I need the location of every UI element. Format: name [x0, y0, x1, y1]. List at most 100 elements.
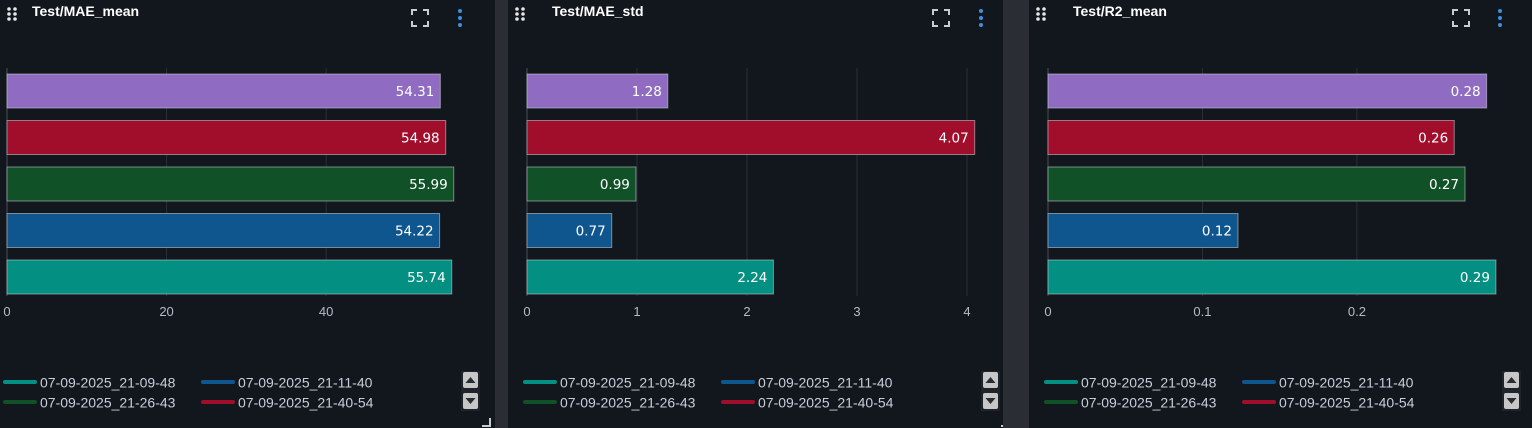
- bar: [1047, 73, 1488, 109]
- legend-label: 07-09-2025_21-40-54: [1279, 394, 1415, 411]
- legend-label: 07-09-2025_21-40-54: [238, 394, 374, 411]
- bar-value-label: 55.74: [407, 270, 446, 286]
- legend-swatch: [1242, 380, 1276, 385]
- legend-label: 07-09-2025_21-26-43: [40, 394, 176, 411]
- bar-chart: 0 0.1 0.2 0.28 0.26 0.27 0.12 0.29: [1044, 68, 1497, 319]
- legend-item[interactable]: 07-09-2025_21-09-48: [3, 372, 175, 390]
- legend-item[interactable]: 07-09-2025_21-11-40: [1242, 372, 1413, 390]
- x-tick-label: 0: [3, 304, 10, 319]
- legend-label: 07-09-2025_21-26-43: [1081, 394, 1217, 411]
- panel-title: Test/MAE_mean: [32, 3, 140, 19]
- scroll-down-icon: [465, 398, 476, 404]
- scroll-up-button[interactable]: [983, 372, 998, 388]
- scroll-up-icon: [985, 377, 996, 383]
- more-vert-icon[interactable]: [455, 8, 465, 28]
- legend-item[interactable]: 07-09-2025_21-26-43: [523, 392, 695, 410]
- scroll-down-button[interactable]: [1504, 393, 1519, 409]
- bar-value-label: 54.22: [395, 224, 434, 240]
- bar-value-label: 54.98: [401, 131, 440, 147]
- scroll-up-icon: [1506, 377, 1517, 383]
- drag-handle-icon[interactable]: [6, 6, 18, 22]
- legend-swatch: [201, 380, 235, 385]
- legend-swatch: [201, 400, 235, 405]
- bar: [526, 166, 637, 202]
- scroll-up-button[interactable]: [463, 372, 478, 388]
- resize-handle-icon[interactable]: [481, 417, 491, 427]
- legend-item[interactable]: 07-09-2025_21-40-54: [1242, 392, 1414, 410]
- bar: [6, 166, 455, 202]
- x-tick-label: 2: [743, 304, 750, 319]
- legend-item[interactable]: 07-09-2025_21-40-54: [721, 392, 893, 410]
- legend-item[interactable]: 07-09-2025_21-26-43: [3, 392, 175, 410]
- legend-item[interactable]: 07-09-2025_21-26-43: [1044, 392, 1216, 410]
- legend-label: 07-09-2025_21-11-40: [1279, 374, 1414, 391]
- legend-label: 07-09-2025_21-09-48: [1081, 374, 1217, 391]
- legend-swatch: [3, 400, 37, 405]
- legend-item[interactable]: 07-09-2025_21-40-54: [201, 392, 373, 410]
- x-tick-label: 0.2: [1348, 304, 1366, 319]
- x-tick-label: 0.1: [1193, 304, 1211, 319]
- drag-handle-icon[interactable]: [514, 6, 526, 22]
- x-tick-label: 4: [963, 304, 970, 319]
- bar-value-label: 0.28: [1451, 84, 1481, 100]
- legend-scroll: [981, 371, 1000, 411]
- expand-icon[interactable]: [410, 8, 430, 28]
- legend-label: 07-09-2025_21-11-40: [758, 374, 893, 391]
- legend-swatch: [523, 380, 557, 385]
- bar: [1047, 166, 1466, 202]
- legend-scroll: [461, 371, 480, 411]
- bar-value-label: 0.77: [576, 224, 606, 240]
- legend-item[interactable]: 07-09-2025_21-09-48: [1044, 372, 1216, 390]
- legend-item[interactable]: 07-09-2025_21-09-48: [523, 372, 695, 390]
- bar-chart: 0 20 40 54.31 54.98 55.99 54.22 55.74: [3, 68, 455, 319]
- legend-swatch: [721, 400, 755, 405]
- legend-item[interactable]: 07-09-2025_21-11-40: [201, 372, 372, 390]
- x-tick-label: 0: [523, 304, 530, 319]
- bar-value-label: 54.31: [396, 84, 435, 100]
- scroll-up-button[interactable]: [1504, 372, 1519, 388]
- chart-panel-mae-mean: Test/MAE_mean 0 20 40 54.31 54.98 55.99 54.22 5…: [0, 0, 495, 428]
- legend-label: 07-09-2025_21-11-40: [238, 374, 373, 391]
- legend-label: 07-09-2025_21-09-48: [560, 374, 696, 391]
- bar: [526, 120, 976, 155]
- legend-swatch: [3, 380, 37, 385]
- expand-icon[interactable]: [1451, 8, 1471, 28]
- more-vert-icon[interactable]: [1495, 8, 1505, 28]
- x-tick-label: 20: [159, 304, 173, 319]
- bar-value-label: 0.27: [1429, 177, 1459, 193]
- bar-value-label: 0.12: [1202, 224, 1232, 240]
- x-tick-label: 1: [633, 304, 640, 319]
- chart-panel-mae-std: Test/MAE_std 0 1 2 3 4 1.28 4.07 0.99 0.77 2.24 0…: [508, 0, 1003, 428]
- resize-handle-icon[interactable]: [1000, 417, 1003, 427]
- bar-value-label: 0.99: [600, 177, 630, 193]
- scroll-up-icon: [465, 377, 476, 383]
- legend-label: 07-09-2025_21-40-54: [758, 394, 894, 411]
- x-tick-label: 0: [1044, 304, 1051, 319]
- x-tick-label: 3: [853, 304, 860, 319]
- legend-item[interactable]: 07-09-2025_21-11-40: [721, 372, 892, 390]
- bar: [526, 259, 774, 295]
- bar: [1047, 259, 1497, 295]
- drag-handle-icon[interactable]: [1035, 6, 1047, 22]
- bar: [6, 259, 453, 295]
- scroll-down-button[interactable]: [983, 393, 998, 409]
- bar-value-label: 0.29: [1460, 270, 1490, 286]
- panel-title: Test/MAE_std: [552, 3, 644, 19]
- x-tick-label: 40: [319, 304, 333, 319]
- legend-swatch: [721, 380, 755, 385]
- legend-swatch: [1044, 400, 1078, 405]
- scroll-down-button[interactable]: [463, 393, 478, 409]
- legend-swatch: [523, 400, 557, 405]
- legend-scroll: [1502, 371, 1521, 411]
- bar-chart: 0 1 2 3 4 1.28 4.07 0.99 0.77 2.24: [523, 68, 976, 319]
- chart-panel-r2-mean: Test/R2_mean 0 0.1 0.2 0.28 0.26 0.27 0.12 0.29…: [1029, 0, 1532, 428]
- bar: [1047, 120, 1455, 155]
- bar: [6, 213, 441, 248]
- bar: [526, 73, 669, 109]
- bar: [6, 120, 447, 155]
- more-vert-icon[interactable]: [976, 8, 986, 28]
- panel-title: Test/R2_mean: [1073, 3, 1167, 19]
- scroll-down-icon: [985, 398, 996, 404]
- expand-icon[interactable]: [931, 8, 951, 28]
- bar-value-label: 55.99: [409, 177, 448, 193]
